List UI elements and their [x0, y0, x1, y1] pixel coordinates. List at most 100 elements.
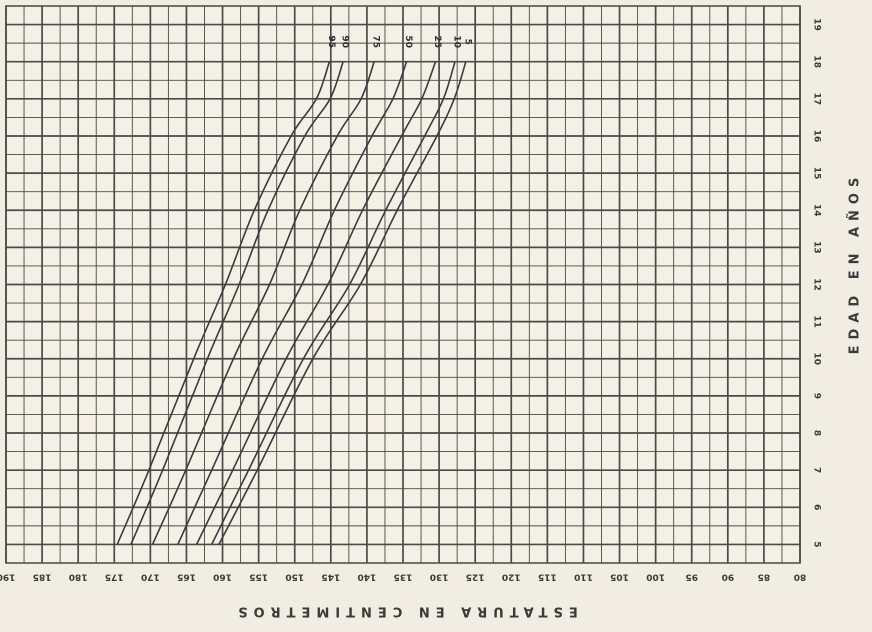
- y-axis-title: EDAD EN AÑOS: [847, 172, 863, 355]
- y-tick-label: 13: [812, 241, 822, 254]
- x-tick-label: 115: [538, 572, 557, 582]
- y-tick-label: 15: [812, 167, 822, 180]
- x-tick: 90: [722, 572, 735, 582]
- percentile-curve-90: [130, 61, 344, 545]
- x-tick-label: 140: [358, 572, 377, 582]
- y-axis-label: EDAD EN AÑOS: [847, 172, 863, 355]
- x-tick: 140: [358, 572, 377, 582]
- x-tick-label: 190: [0, 572, 15, 582]
- y-tick: 19: [812, 18, 822, 31]
- percentile-label: 50: [403, 35, 413, 48]
- x-tick-label: 95: [685, 572, 698, 582]
- x-tick: 130: [430, 572, 449, 582]
- x-tick-label: 170: [141, 572, 160, 582]
- y-tick-label: 12: [812, 278, 822, 291]
- percentile-label: 95: [326, 35, 336, 48]
- percentile-labels: 95 90 75 50 25 10 5: [326, 35, 472, 48]
- y-tick-label: 9: [812, 393, 822, 399]
- percentile-label: 90: [340, 35, 350, 48]
- x-tick-label: 90: [722, 572, 735, 582]
- percentile-curve-75: [151, 61, 375, 545]
- x-tick: 120: [502, 572, 521, 582]
- x-tick: 95: [685, 572, 698, 582]
- x-tick: 145: [321, 572, 340, 582]
- y-tick: 15: [812, 167, 822, 180]
- x-tick-label: 160: [213, 572, 232, 582]
- y-tick: 16: [812, 130, 822, 143]
- x-tick-labels: 190 185 180 175 170 165 160 155 150 145 140 135 130 1…: [0, 572, 806, 582]
- x-tick: 125: [466, 572, 485, 582]
- x-tick: 100: [646, 572, 665, 582]
- x-tick-label: 180: [69, 572, 88, 582]
- y-tick: 10: [812, 353, 822, 366]
- percentile-label-75: 75: [371, 35, 381, 48]
- x-tick-label: 80: [794, 572, 807, 582]
- y-tick-label: 6: [812, 504, 822, 510]
- y-tick: 7: [812, 467, 822, 473]
- y-tick-label: 16: [812, 130, 822, 143]
- y-tick-label: 14: [812, 204, 822, 217]
- x-tick-label: 155: [249, 572, 268, 582]
- x-tick: 105: [610, 572, 629, 582]
- percentile-label-25: 25: [432, 35, 442, 48]
- y-tick-label: 19: [812, 18, 822, 31]
- x-tick-label: 105: [610, 572, 629, 582]
- percentile-curve-95: [116, 61, 331, 545]
- x-tick-label: 175: [105, 572, 124, 582]
- x-tick: 155: [249, 572, 268, 582]
- y-tick: 13: [812, 241, 822, 254]
- y-tick: 18: [812, 55, 822, 68]
- y-tick-label: 7: [812, 467, 822, 473]
- percentile-curve-10: [210, 61, 456, 545]
- x-tick: 190: [0, 572, 15, 582]
- y-tick: 5: [812, 541, 822, 547]
- x-tick: 175: [105, 572, 124, 582]
- percentile-label-95: 95: [326, 35, 336, 48]
- percentile-curve-25: [195, 61, 437, 545]
- percentile-label: 75: [371, 35, 381, 48]
- x-tick-label: 135: [394, 572, 413, 582]
- y-tick: 6: [812, 504, 822, 510]
- y-tick-label: 5: [812, 541, 822, 547]
- y-tick-label: 11: [812, 315, 822, 328]
- percentile-curves: [116, 61, 467, 545]
- y-tick: 11: [812, 315, 822, 328]
- x-tick-label: 130: [430, 572, 449, 582]
- y-tick: 14: [812, 204, 822, 217]
- x-tick-label: 145: [321, 572, 340, 582]
- y-tick-labels: 5 6 7 8 9 10 11 12 13 14 15 16 17 18 19: [812, 18, 822, 547]
- x-axis-title: ESTATURA EN CENTIMETROS: [232, 604, 578, 619]
- x-tick: 160: [213, 572, 232, 582]
- x-tick: 135: [394, 572, 413, 582]
- x-tick-label: 120: [502, 572, 521, 582]
- x-tick: 115: [538, 572, 557, 582]
- percentile-label: 10: [451, 35, 461, 48]
- percentile-label-5: 5: [462, 39, 472, 45]
- grid: [5, 6, 801, 564]
- y-tick-label: 10: [812, 353, 822, 366]
- y-tick: 17: [812, 93, 822, 106]
- y-tick-label: 18: [812, 55, 822, 68]
- x-axis-label: ESTATURA EN CENTIMETROS: [232, 604, 578, 619]
- percentile-curve-5: [218, 61, 467, 545]
- percentile-label: 5: [462, 39, 472, 45]
- x-tick-label: 110: [574, 572, 593, 582]
- y-tick: 8: [812, 430, 822, 436]
- y-tick: 12: [812, 278, 822, 291]
- x-tick: 165: [177, 572, 196, 582]
- x-tick: 80: [794, 572, 807, 582]
- percentile-label: 25: [432, 35, 442, 48]
- x-tick: 110: [574, 572, 593, 582]
- percentile-label-90: 90: [340, 35, 350, 48]
- y-tick-label: 8: [812, 430, 822, 436]
- x-tick-label: 125: [466, 572, 485, 582]
- x-tick-label: 185: [33, 572, 52, 582]
- percentile-label-10: 10: [451, 35, 461, 48]
- x-tick: 185: [33, 572, 52, 582]
- x-tick-label: 165: [177, 572, 196, 582]
- x-tick: 150: [285, 572, 304, 582]
- percentile-label-50: 50: [403, 35, 413, 48]
- x-tick-label: 150: [285, 572, 304, 582]
- x-tick-label: 85: [758, 572, 771, 582]
- y-tick: 9: [812, 393, 822, 399]
